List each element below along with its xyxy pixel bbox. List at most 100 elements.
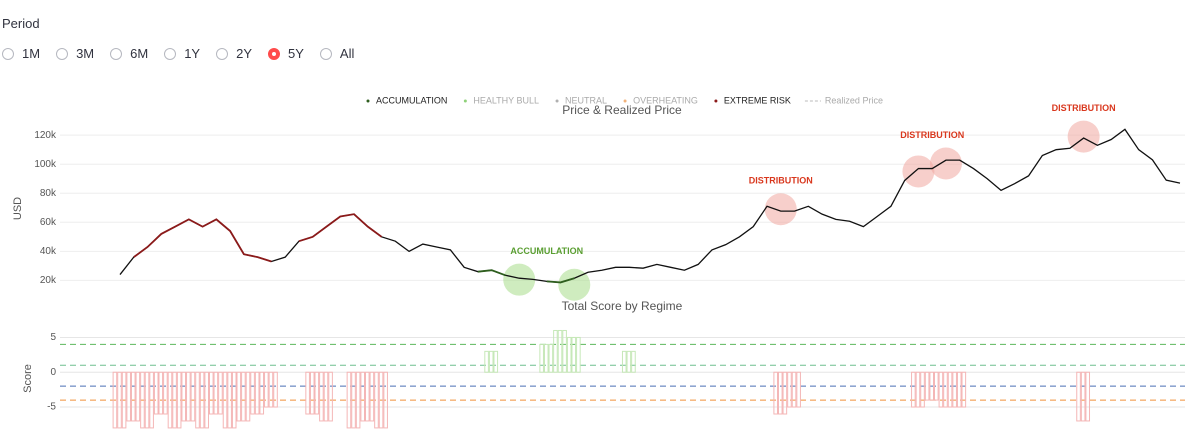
- period-option[interactable]: 6M: [110, 46, 148, 61]
- score-bar: [351, 371, 356, 429]
- score-bar: [911, 371, 916, 408]
- score-bar: [218, 371, 223, 415]
- legend-label: HEALTHY BULL: [473, 95, 539, 105]
- score-bar: [204, 371, 209, 429]
- regime-segment: [133, 218, 272, 263]
- y-tick-label: 0: [50, 367, 56, 378]
- score-bar: [199, 371, 205, 429]
- score-bar: [236, 371, 242, 422]
- score-bar: [319, 371, 324, 422]
- score-bar: [576, 336, 581, 373]
- y-tick-label: 40k: [40, 246, 57, 257]
- option-label[interactable]: 1Y: [184, 46, 201, 61]
- period-option[interactable]: 1M: [2, 46, 40, 61]
- score-bar: [773, 371, 778, 415]
- score-bar: [952, 371, 957, 408]
- score-bar: [777, 371, 783, 415]
- annotation-circle: [503, 263, 536, 296]
- radio[interactable]: [164, 47, 177, 60]
- score-bar: [548, 343, 554, 373]
- score-bar: [163, 371, 168, 415]
- score-bar: [305, 371, 310, 415]
- score-bar: [254, 371, 260, 415]
- period-option[interactable]: 5Y: [268, 46, 304, 61]
- score-bar: [259, 371, 265, 415]
- score-bar: [915, 371, 921, 408]
- score-bar: [796, 371, 801, 408]
- y-tick-label: 20k: [40, 275, 57, 286]
- legend-label: ACCUMULATION: [376, 95, 447, 105]
- period-option[interactable]: 2Y: [216, 46, 252, 61]
- score-bar: [787, 371, 792, 408]
- score-bar: [571, 336, 577, 373]
- score-bar: [488, 350, 494, 373]
- score-bar: [553, 329, 558, 373]
- radio[interactable]: [216, 47, 229, 60]
- radio[interactable]: [319, 47, 332, 60]
- annotation-label: DISTRIBUTION: [1052, 103, 1116, 113]
- score-bar: [231, 371, 237, 429]
- option-label[interactable]: 5Y: [288, 46, 304, 61]
- option-label[interactable]: 1M: [22, 46, 41, 61]
- score-bar: [782, 371, 788, 415]
- annotation-label: ACCUMULATION: [510, 246, 583, 256]
- legend-swatch: [463, 99, 467, 103]
- score-bar: [626, 350, 632, 373]
- score-bar: [135, 371, 141, 422]
- price-line: [119, 128, 1181, 284]
- score-bar: [956, 371, 962, 408]
- chart-title: Price & Realized Price: [562, 103, 682, 117]
- y-tick-label: 100k: [34, 159, 57, 170]
- score-bar: [328, 371, 333, 422]
- y-axis-label: USD: [12, 197, 24, 220]
- legend-label: OVERHEATING: [633, 95, 698, 105]
- score-bar: [484, 350, 489, 373]
- score-bar: [364, 371, 370, 422]
- annotation-circle: [902, 155, 935, 188]
- radio[interactable]: [2, 47, 14, 60]
- score-bar: [631, 350, 636, 373]
- score-bar: [126, 371, 131, 422]
- period-option[interactable]: 1Y: [164, 46, 200, 61]
- annotation-circle: [558, 268, 591, 301]
- period-option[interactable]: 3M: [56, 46, 94, 61]
- period-option[interactable]: All: [319, 46, 355, 61]
- option-label[interactable]: 2Y: [236, 46, 252, 61]
- option-label[interactable]: All: [339, 46, 355, 61]
- score-bar: [264, 371, 269, 408]
- y-tick-label: 80k: [40, 188, 57, 199]
- score-bar: [791, 371, 797, 408]
- score-bar: [1076, 371, 1081, 422]
- regime-segment: [298, 213, 383, 243]
- score-bar: [250, 371, 255, 415]
- regime-segment: [546, 277, 575, 284]
- score-bar: [241, 371, 246, 422]
- score-bar: [167, 371, 173, 429]
- score-bar: [222, 371, 228, 429]
- score-bar: [140, 371, 145, 429]
- option-label[interactable]: 6M: [130, 46, 149, 61]
- legend-swatch: [555, 99, 559, 103]
- radio[interactable]: [56, 47, 69, 60]
- score-bar: [181, 371, 187, 422]
- score-bar: [374, 371, 379, 429]
- legend-swatch: [623, 99, 627, 103]
- score-bar: [346, 371, 352, 429]
- score-bar: [121, 371, 127, 429]
- radio[interactable]: [268, 47, 280, 60]
- annotation-circle: [764, 193, 797, 226]
- score-bar: [947, 371, 953, 408]
- option-label[interactable]: 3M: [76, 46, 95, 61]
- score-bar: [1085, 371, 1091, 422]
- annotation-circle: [929, 147, 962, 180]
- score-bar: [323, 371, 329, 422]
- score-bar: [172, 371, 177, 429]
- score-bar: [273, 371, 278, 408]
- score-bar: [309, 371, 315, 415]
- score-bar: [360, 371, 365, 422]
- score-bar: [117, 371, 122, 429]
- radio[interactable]: [110, 47, 123, 60]
- score-bar: [112, 371, 118, 429]
- score-bar: [355, 371, 361, 429]
